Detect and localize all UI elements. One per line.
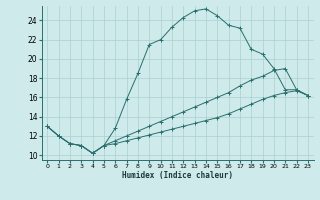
X-axis label: Humidex (Indice chaleur): Humidex (Indice chaleur) <box>122 171 233 180</box>
